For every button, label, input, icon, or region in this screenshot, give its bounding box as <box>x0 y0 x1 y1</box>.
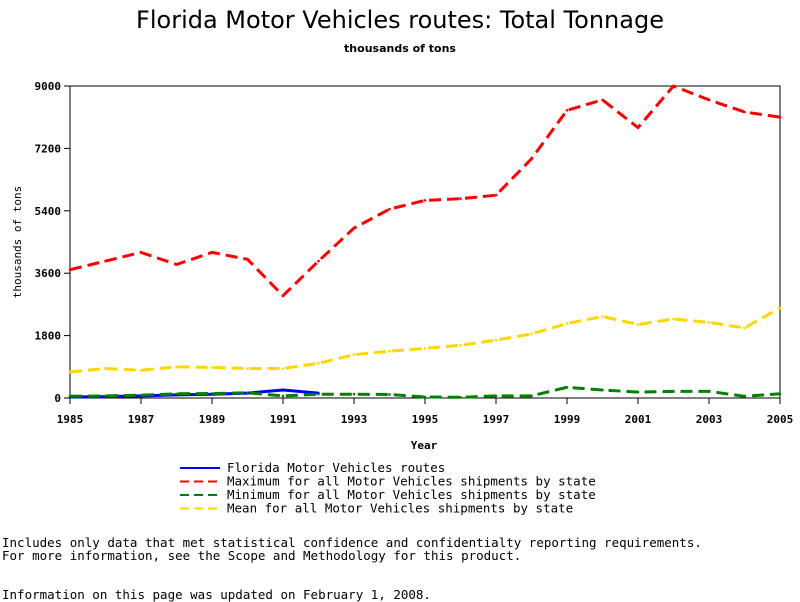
data-point-2 <box>672 390 675 393</box>
data-point-2 <box>636 390 640 394</box>
data-point-3 <box>246 367 249 370</box>
footnote-updated: Information on this page was updated on … <box>2 587 431 602</box>
data-point-2 <box>601 388 604 392</box>
data-point-2 <box>743 394 746 398</box>
data-point-3 <box>565 322 569 325</box>
data-point-2 <box>139 393 143 397</box>
data-point-1 <box>175 263 178 266</box>
chart-subtitle: thousands of tons <box>344 42 456 55</box>
x-tick-label: 1995 <box>412 413 439 426</box>
data-point-2 <box>210 392 214 395</box>
y-axis-label: thousands of tons <box>11 186 24 299</box>
data-point-1 <box>388 207 391 211</box>
data-point-1 <box>707 98 711 102</box>
series-line-3 <box>69 306 781 374</box>
legend-label-2: Minimum for all Motor Vehicles shipments… <box>227 487 596 502</box>
data-point-3 <box>104 367 107 370</box>
data-point-1 <box>601 98 604 102</box>
data-point-2 <box>459 396 462 399</box>
data-point-1 <box>530 157 533 161</box>
line-chart: 0 1800 3600 5400 7200 9000 1985 1987 1989 1991 199… <box>11 80 794 516</box>
data-point-3 <box>743 326 746 330</box>
data-point-3 <box>636 323 640 326</box>
plot-frame <box>69 85 781 399</box>
y-tick-label: 1800 <box>35 330 62 343</box>
data-point-1 <box>104 259 107 263</box>
data-point-1 <box>494 193 498 197</box>
series-line-1 <box>69 84 781 298</box>
data-point-2 <box>246 391 249 395</box>
x-axis-label: Year <box>411 439 438 452</box>
data-point-2 <box>565 385 569 389</box>
y-tick-label: 0 <box>54 392 61 405</box>
data-point-1 <box>68 268 72 272</box>
data-point-2 <box>281 394 285 398</box>
data-point-3 <box>175 365 178 369</box>
data-point-2 <box>707 390 711 393</box>
x-tick-label: 2005 <box>767 413 794 426</box>
data-point-2 <box>778 392 782 396</box>
data-point-1 <box>459 197 462 200</box>
x-tick-label: 2001 <box>625 413 652 426</box>
y-tick-label: 7200 <box>35 142 62 155</box>
data-point-3 <box>68 370 72 374</box>
data-point-3 <box>388 349 391 353</box>
x-tick-label: 1987 <box>128 413 155 426</box>
data-point-3 <box>459 344 462 347</box>
data-point-2 <box>388 393 391 396</box>
data-point-3 <box>352 353 356 356</box>
footnote-confidence: Includes only data that met statistical … <box>2 535 702 550</box>
data-point-2 <box>175 392 178 396</box>
legend-label-0: Florida Motor Vehicles routes <box>227 460 445 475</box>
series-line-2 <box>69 385 781 399</box>
data-point-1 <box>352 226 356 230</box>
data-point-1 <box>246 258 249 261</box>
legend-label-1: Maximum for all Motor Vehicles shipments… <box>227 474 596 489</box>
data-point-1 <box>565 108 569 112</box>
chart-title: Florida Motor Vehicles routes: Total Ton… <box>136 6 664 34</box>
data-point-3 <box>281 367 285 370</box>
data-point-3 <box>423 347 427 350</box>
y-tick-label: 5400 <box>35 205 62 218</box>
data-point-2 <box>68 394 72 398</box>
data-point-3 <box>530 332 533 336</box>
x-tick-label: 1997 <box>483 413 510 426</box>
x-tick-label: 1993 <box>341 413 368 426</box>
data-point-2 <box>423 395 427 399</box>
data-point-1 <box>423 199 427 202</box>
data-point-2 <box>352 392 356 396</box>
data-point-1 <box>139 251 143 254</box>
x-tick-label: 1999 <box>554 413 581 426</box>
y-tick-label: 3600 <box>35 267 62 280</box>
x-tick-label: 1989 <box>199 413 226 426</box>
data-point-1 <box>743 110 746 114</box>
data-point-3 <box>601 315 604 318</box>
footnote-methodology: For more information, see the Scope and … <box>2 548 522 563</box>
data-point-2 <box>530 394 533 398</box>
data-point-3 <box>707 321 711 324</box>
data-point-3 <box>672 317 675 321</box>
data-point-1 <box>317 259 320 263</box>
data-point-1 <box>636 126 640 129</box>
data-point-3 <box>139 368 143 372</box>
data-point-2 <box>317 392 320 396</box>
data-point-3 <box>317 362 320 365</box>
x-tick-label: 1985 <box>57 413 84 426</box>
data-point-0 <box>281 388 285 392</box>
data-point-2 <box>494 394 498 398</box>
data-point-1 <box>210 251 214 254</box>
data-point-3 <box>210 366 214 369</box>
data-point-3 <box>494 338 498 342</box>
legend-label-3: Mean for all Motor Vehicles shipments by… <box>227 501 573 516</box>
data-point-3 <box>778 306 782 310</box>
x-tick-label: 2003 <box>696 413 723 426</box>
y-tick-label: 9000 <box>35 80 62 93</box>
data-point-1 <box>778 115 782 119</box>
x-tick-label: 1991 <box>270 413 297 426</box>
data-point-1 <box>281 294 285 298</box>
data-point-2 <box>104 394 107 398</box>
data-point-1 <box>672 84 675 88</box>
